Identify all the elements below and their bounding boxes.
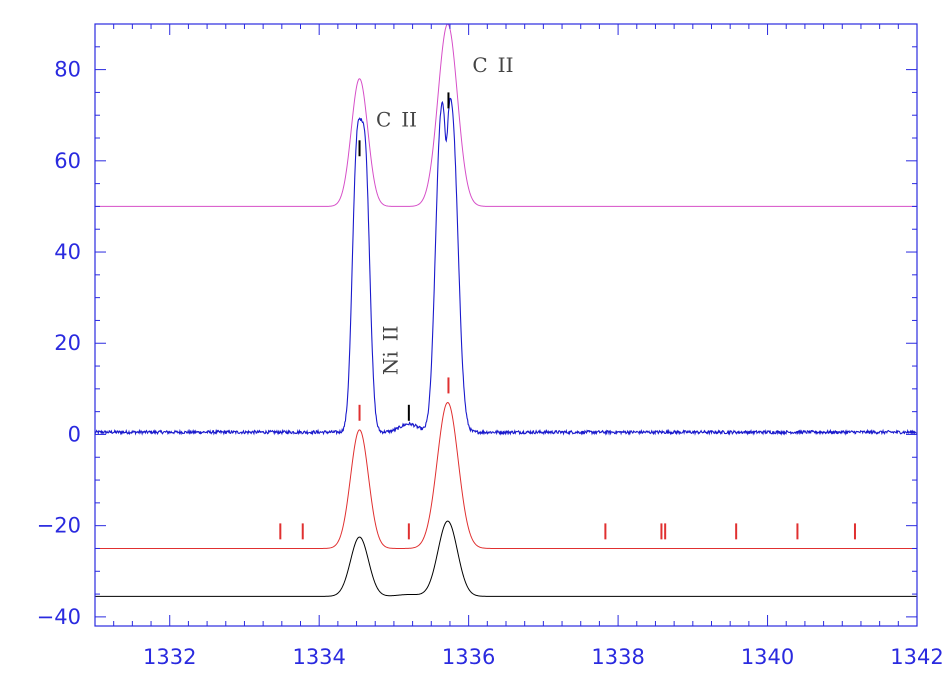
y-tick-label: 0 bbox=[68, 422, 81, 446]
x-tick-label: 1336 bbox=[442, 645, 495, 669]
y-tick-labels: −40 −20 0 20 40 60 80 bbox=[37, 58, 81, 629]
axes-frame bbox=[94, 23, 918, 627]
x-tick-label: 1338 bbox=[591, 645, 644, 669]
black-model-line bbox=[95, 520, 917, 597]
red-model-line bbox=[95, 402, 917, 549]
plot-area bbox=[95, 24, 917, 597]
x-tick-label: 1342 bbox=[890, 645, 943, 669]
y-tick-label: −20 bbox=[37, 514, 81, 538]
line-markers bbox=[279, 92, 856, 540]
x-tick-label: 1334 bbox=[292, 645, 345, 669]
y-tick-label: 60 bbox=[54, 149, 81, 173]
observed-spectrum-line bbox=[95, 97, 917, 436]
axis-ticks bbox=[94, 23, 918, 626]
y-tick-label: 80 bbox=[54, 58, 81, 82]
annotation-label: C II bbox=[472, 53, 513, 77]
y-tick-label: 20 bbox=[54, 331, 81, 355]
annotation-label: Ni II bbox=[379, 325, 403, 375]
x-tick-label: 1332 bbox=[143, 645, 196, 669]
annotation-label: C II bbox=[376, 108, 417, 132]
annotations: C II C II Ni II bbox=[376, 53, 514, 375]
x-tick-label: 1340 bbox=[741, 645, 794, 669]
magenta-model-line bbox=[95, 24, 917, 207]
y-tick-label: −40 bbox=[37, 605, 81, 629]
y-tick-label: 40 bbox=[54, 240, 81, 264]
x-tick-labels: 1332 1334 1336 1338 1340 1342 bbox=[143, 645, 944, 669]
plot-frame bbox=[94, 23, 918, 627]
